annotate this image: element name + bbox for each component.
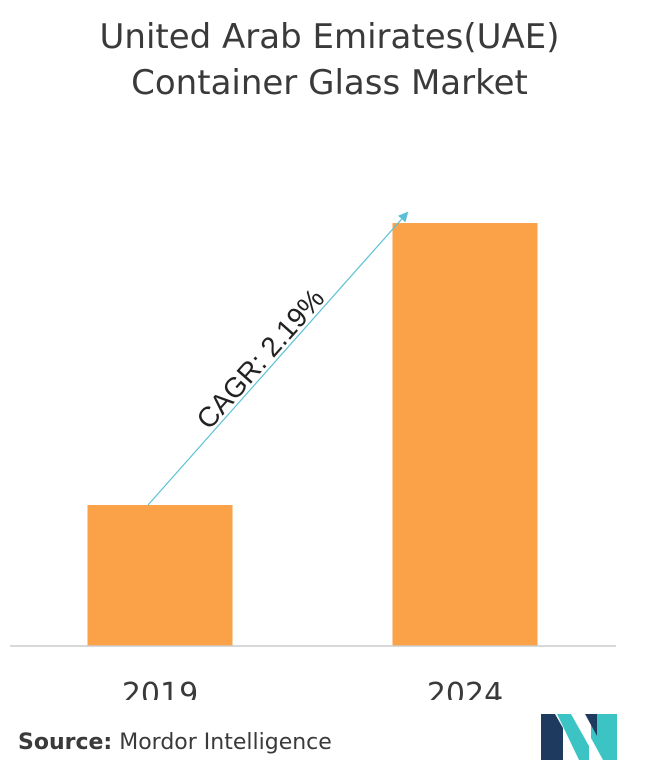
x-tick-label-2024: 2024 bbox=[427, 677, 503, 700]
bar-chart: 2019 2024 CAGR: 2.19% bbox=[10, 211, 616, 700]
chart-title-line-2: Container Glass Market bbox=[131, 63, 528, 103]
source-note: Source: Mordor Intelligence bbox=[18, 730, 332, 755]
chart-title-line-1: United Arab Emirates(UAE) bbox=[99, 17, 560, 57]
cagr-annotation: CAGR: 2.19% bbox=[190, 283, 330, 435]
bar-2019 bbox=[87, 505, 233, 646]
source-text: Mordor Intelligence bbox=[119, 730, 332, 755]
cagr-arrow bbox=[147, 211, 409, 506]
bar-2024 bbox=[392, 223, 538, 646]
logo-mid-shape bbox=[557, 714, 589, 760]
logo-right-shape bbox=[591, 714, 617, 760]
logo-accent-shape bbox=[585, 714, 597, 736]
mordor-intelligence-logo bbox=[541, 714, 617, 760]
x-tick-label-2019: 2019 bbox=[122, 677, 198, 700]
logo-left-shape bbox=[541, 714, 563, 760]
chart-title: United Arab Emirates(UAE) Container Glas… bbox=[0, 14, 659, 106]
source-label: Source: bbox=[18, 730, 113, 755]
